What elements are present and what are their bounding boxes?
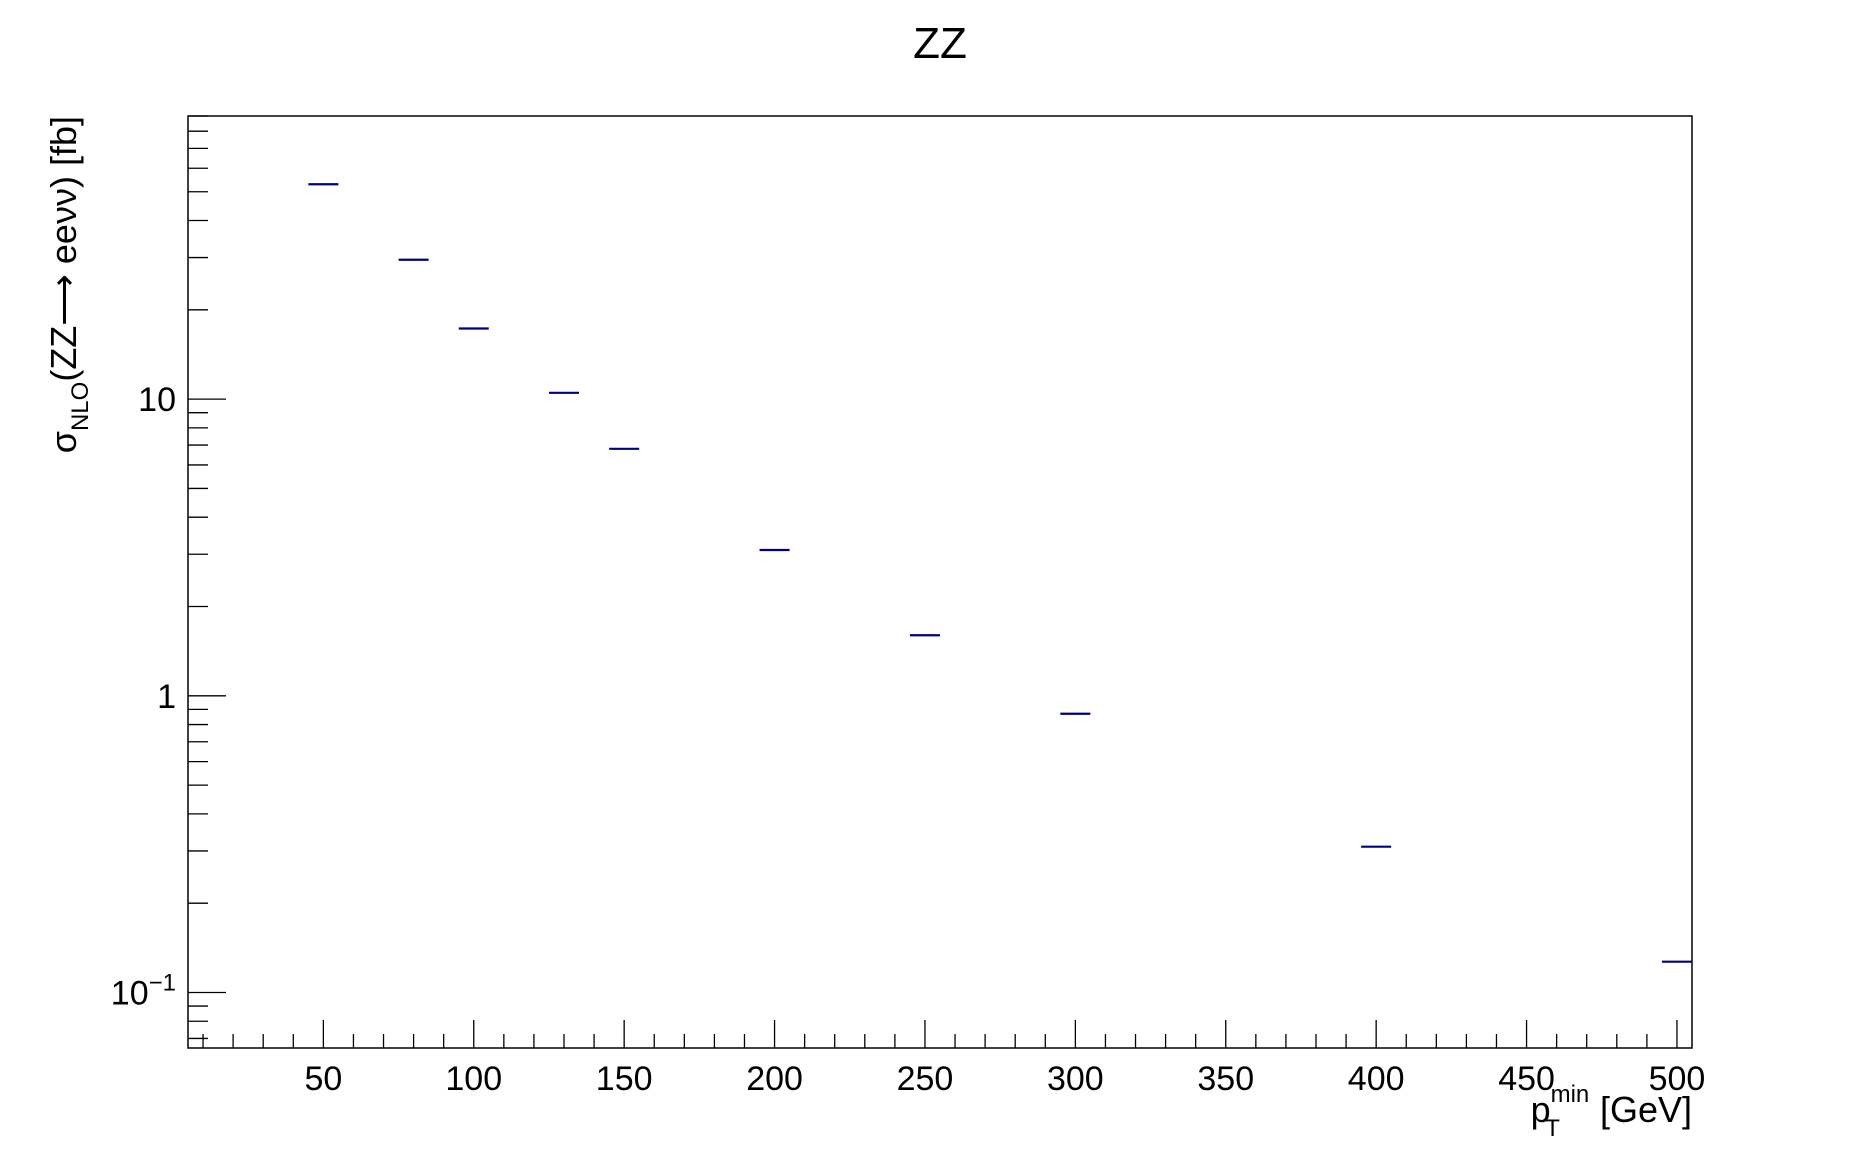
y-axis-label-subscript: NLO [67,382,94,431]
data-points [308,183,1692,963]
x-tick-label: 200 [746,1060,803,1098]
y-axis-label-process: (ZZ⟶ eeνν) [43,176,84,382]
x-tick-label: 450 [1498,1060,1555,1098]
x-tick-label: 100 [445,1060,502,1098]
plot-frame [187,115,1693,1049]
x-tick-label: 50 [304,1060,342,1098]
y-tick-label: 1 [157,678,176,716]
y-tick-label: 10−1 [111,969,176,1012]
y-tick-label: 10 [138,381,176,419]
x-tick-label: 350 [1197,1060,1254,1098]
x-tick-labels: 50 100 150 200 250 300 350 400 450 500 [304,1060,1705,1098]
x-axis-label-unit: [GeV] [1600,1089,1692,1130]
x-tick-label: 150 [596,1060,653,1098]
x-axis-ticks [202,1020,1678,1048]
y-axis-label-prefix: σ [43,431,84,453]
y-tick-labels: 10−1 1 10 [111,381,176,1012]
x-tick-label: 300 [1047,1060,1104,1098]
y-axis-label: σNLO(ZZ⟶ eeνν) [fb] [43,116,94,453]
x-tick-label: 400 [1348,1060,1405,1098]
x-axis-label-main: p [1531,1089,1551,1130]
x-axis-label: pmin T [GeV] [1531,1081,1692,1142]
y-axis-label-unit: [fb] [43,116,84,166]
chart-title: ZZ [913,19,967,68]
y-axis-ticks [188,115,226,1040]
x-tick-label: 500 [1649,1060,1706,1098]
x-tick-label: 250 [897,1060,954,1098]
x-axis-label-subscript: T [1545,1115,1560,1142]
x-axis-label-superscript: min [1551,1081,1590,1108]
